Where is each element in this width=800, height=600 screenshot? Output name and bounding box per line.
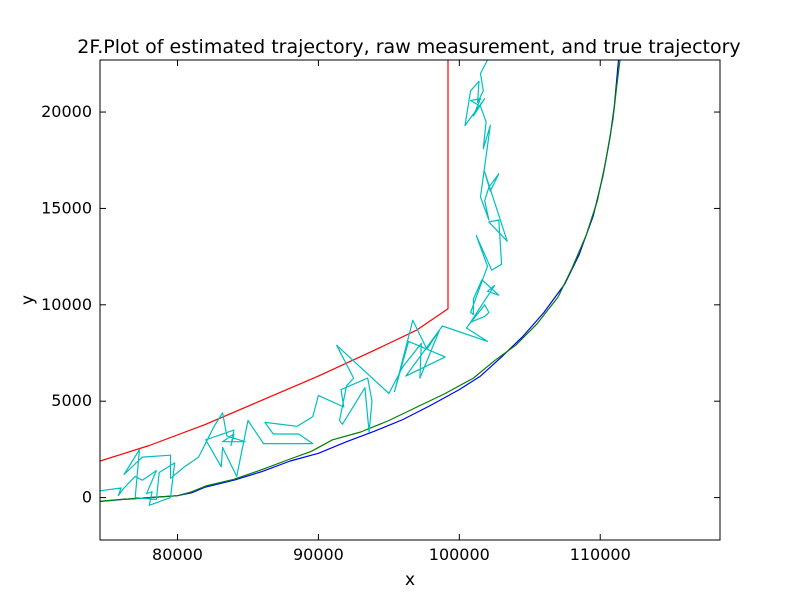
series-line-2: [100, 60, 621, 502]
y-axis-label: y: [18, 295, 38, 305]
plot-frame: [99, 59, 721, 541]
series-line-3: [100, 60, 508, 506]
chart-title: 2F.Plot of estimated trajectory, raw mea…: [77, 36, 740, 58]
x-tick-label: 100000: [429, 545, 490, 564]
y-tick-label: 15000: [41, 198, 92, 217]
y-tick-label: 20000: [41, 102, 92, 121]
ticks-layer: 80000 90000 100000 110000 0 5000 10000 15000 200…: [41, 60, 720, 564]
y-tick-label: 5000: [51, 391, 92, 410]
series-line-0: [100, 60, 449, 462]
x-tick-label: 110000: [570, 545, 631, 564]
y-tick-label: 10000: [41, 295, 92, 314]
y-tick-label: 0: [82, 488, 92, 507]
x-tick-label: 90000: [293, 545, 344, 564]
x-axis-label: x: [405, 570, 415, 590]
x-tick-label: 80000: [152, 545, 203, 564]
series-layer: [100, 60, 621, 506]
